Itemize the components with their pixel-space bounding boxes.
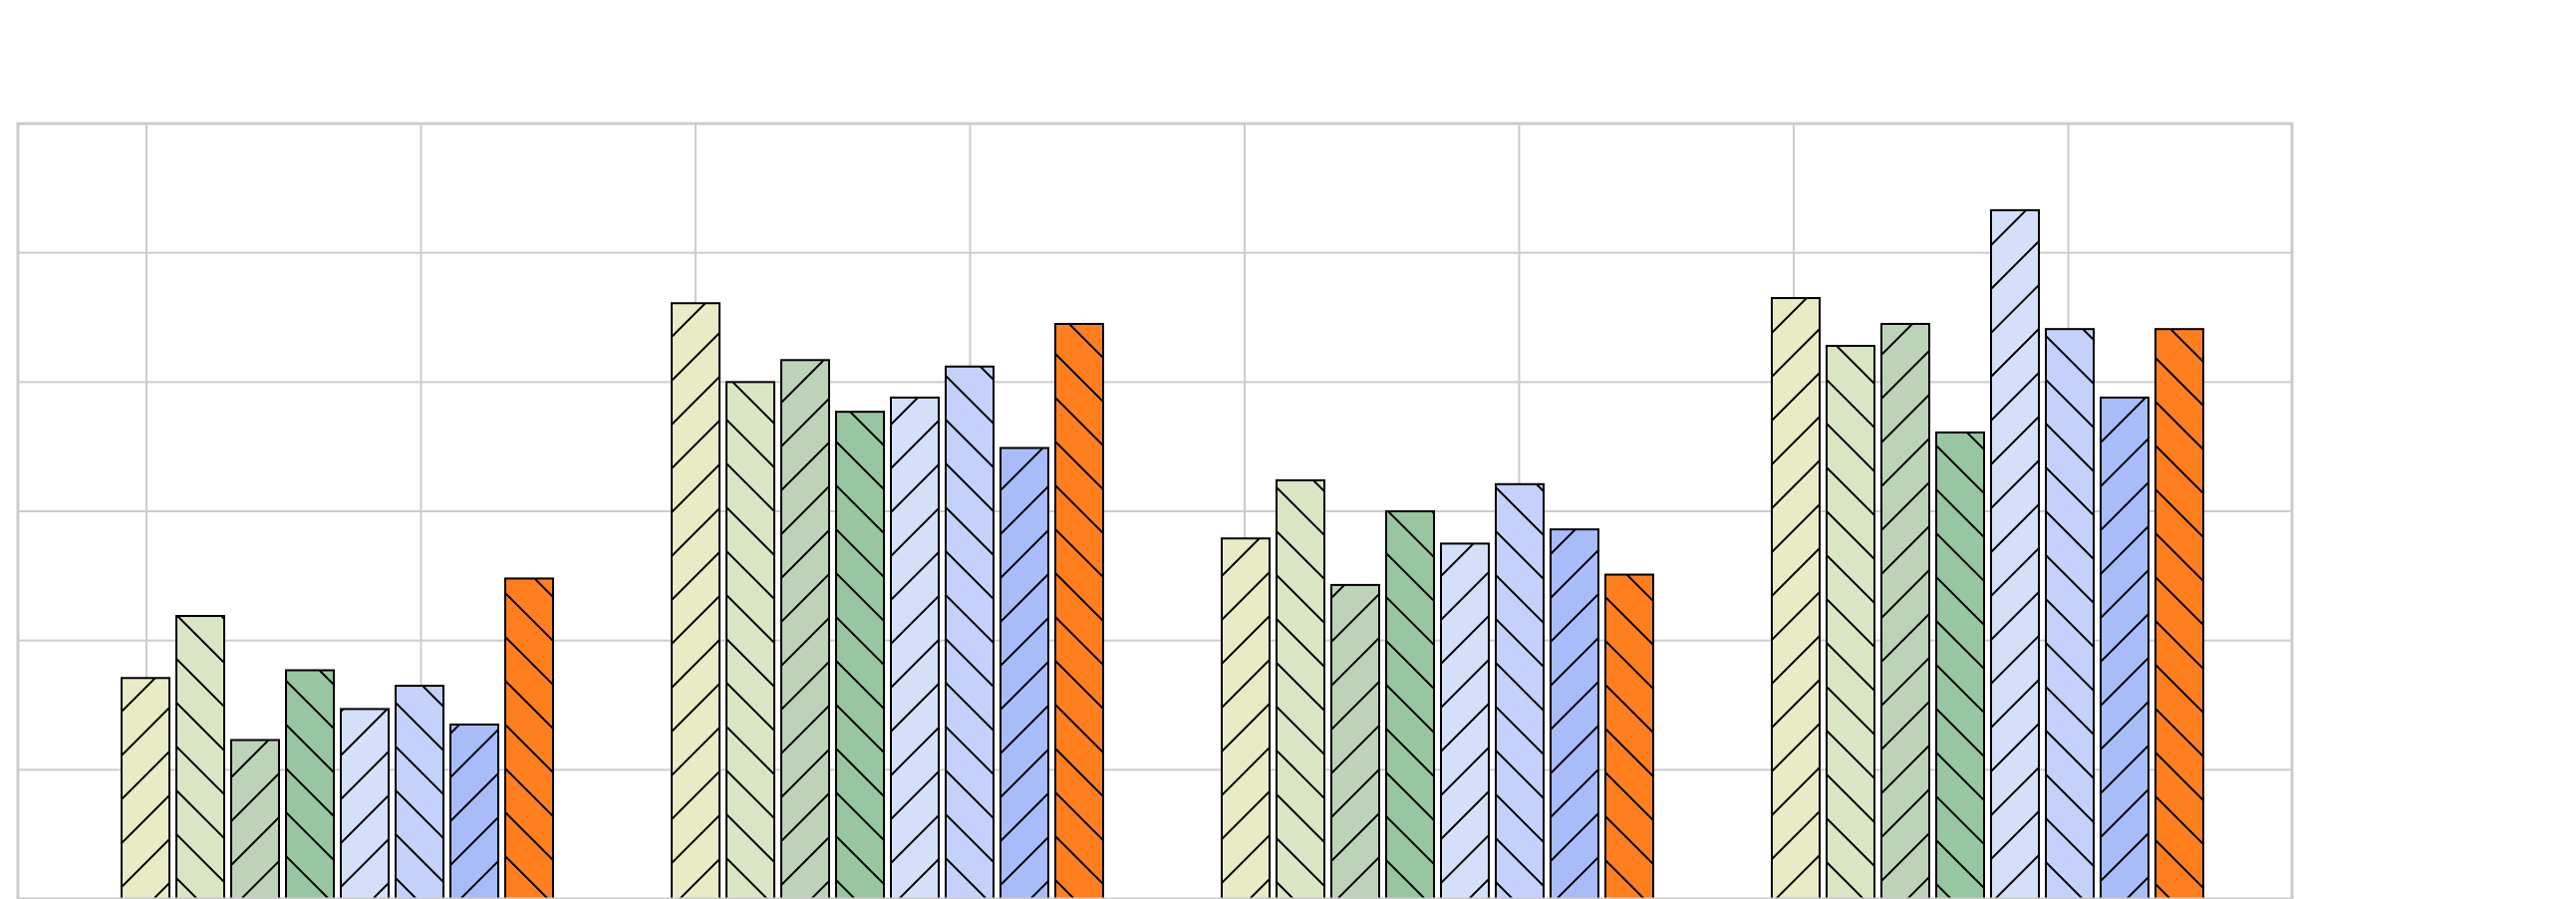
bar-series-1-group-2 <box>671 302 720 899</box>
bar-series-2-group-4 <box>1826 345 1875 899</box>
plot-frame <box>16 122 2294 899</box>
bar-series-4-group-1 <box>285 669 335 899</box>
bar-series-2-group-1 <box>175 615 225 899</box>
bar-series-3-group-3 <box>1330 583 1380 899</box>
bar-series-3-group-1 <box>230 739 280 899</box>
bar-series-5-group-3 <box>1440 542 1490 899</box>
bar-series-8-group-3 <box>1604 573 1654 899</box>
bar-series-4-group-2 <box>835 411 885 899</box>
bar-series-8-group-4 <box>2154 328 2204 899</box>
bar-series-6-group-3 <box>1495 482 1545 899</box>
bar-series-1-group-3 <box>1221 537 1271 899</box>
bar-series-8-group-2 <box>1054 322 1104 899</box>
bars <box>121 208 2204 899</box>
bar-series-4-group-3 <box>1385 510 1435 899</box>
bar-series-7-group-3 <box>1550 528 1599 899</box>
bar-series-7-group-1 <box>449 723 499 899</box>
bar-series-5-group-1 <box>340 708 390 899</box>
bar-series-4-group-4 <box>1935 431 1985 899</box>
bar-series-1-group-4 <box>1771 297 1821 899</box>
bar-series-5-group-4 <box>1990 208 2040 899</box>
bar-series-2-group-3 <box>1276 478 1325 899</box>
bar-series-7-group-2 <box>1000 447 1049 899</box>
bar-series-2-group-2 <box>725 381 775 899</box>
bar-series-8-group-1 <box>504 577 554 899</box>
bar-series-6-group-2 <box>945 365 995 899</box>
bar-series-1-group-1 <box>121 677 170 899</box>
bar-series-7-group-4 <box>2100 396 2149 899</box>
bar-series-6-group-4 <box>2045 328 2095 899</box>
bar-series-3-group-2 <box>780 359 830 899</box>
bar-series-3-group-4 <box>1880 322 1930 899</box>
bar-series-5-group-2 <box>890 396 940 899</box>
bar-series-6-group-1 <box>395 685 444 899</box>
